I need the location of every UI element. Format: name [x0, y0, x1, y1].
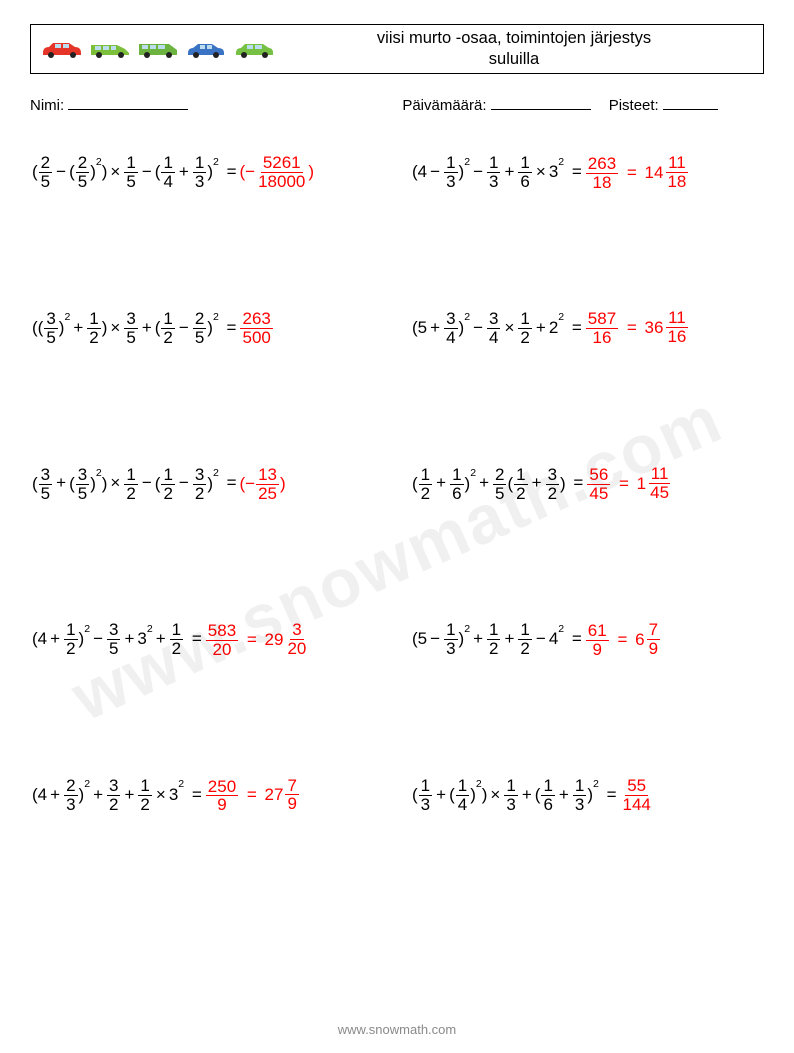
problem: (13+(14)2)×13+(16+13)2 = 55144 [412, 777, 762, 815]
problems-grid: (25−(25)2)×15−(14+13)2 = (−526118000) (4−… [30, 154, 764, 815]
problem: (12+16)2+25(12+32) = 5645 = 11145 [412, 465, 762, 503]
problem: ((35)2+12)×35+(12−25)2 = 263500 [32, 309, 382, 347]
problem: (4+12)2−35+32+12 = 58320 = 29320 [32, 621, 382, 659]
problem: (25−(25)2)×15−(14+13)2 = (−526118000) [32, 154, 382, 192]
score-blank [663, 94, 718, 110]
meta-row: Nimi: Päivämäärä: Pisteet: [30, 94, 764, 114]
name-label: Nimi: [30, 97, 64, 114]
date-blank [491, 94, 591, 110]
problem: (5−13)2+12+12−42 = 619 = 679 [412, 621, 762, 659]
car-icons [41, 39, 275, 59]
header-box: viisi murto -osaa, toimintojen järjestys… [30, 24, 764, 74]
car-icon [233, 39, 275, 59]
date-label: Päivämäärä: [402, 97, 486, 114]
name-blank [68, 94, 188, 110]
problem: (35+(35)2)×12−(12−32)2 = (−1325) [32, 465, 382, 503]
car-icon [41, 39, 83, 59]
score-label: Pisteet: [609, 97, 659, 114]
footer-url: www.snowmath.com [0, 1022, 794, 1037]
car-icon [137, 39, 179, 59]
problem: (5+34)2−34×12+22 = 58716 = 361116 [412, 309, 762, 347]
problem: (4+23)2+32+12×32 = 2509 = 2779 [32, 777, 382, 815]
title-line-2: suluilla [285, 49, 743, 70]
car-icon [185, 39, 227, 59]
worksheet-title: viisi murto -osaa, toimintojen järjestys… [275, 24, 753, 73]
car-icon [89, 39, 131, 59]
problem: (4−13)2−13+16×32 = 26318 = 141118 [412, 154, 762, 192]
title-line-1: viisi murto -osaa, toimintojen järjestys [285, 28, 743, 49]
